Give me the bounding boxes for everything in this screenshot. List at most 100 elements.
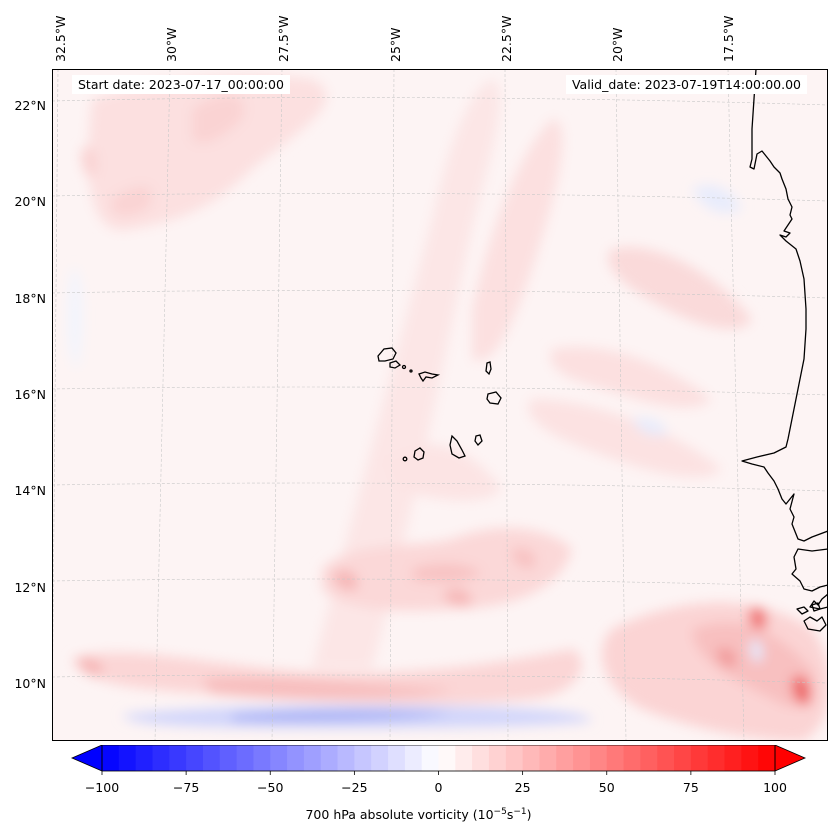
gridline-lat [52, 482, 828, 492]
vorticity-patch [202, 677, 452, 699]
lon-label: 17.5°W [721, 15, 736, 62]
gridline-lat [52, 674, 828, 684]
colorbar-segment [320, 745, 339, 771]
colorbar-segments [102, 745, 776, 771]
colorbar-segment [219, 745, 238, 771]
colorbar-segment [640, 745, 658, 771]
vorticity-patch [442, 588, 472, 606]
colorbar-segment [674, 745, 692, 771]
colorbar-tick-label: 75 [682, 780, 699, 795]
colorbar-tick-label: −100 [84, 780, 120, 795]
vorticity-patch [632, 417, 667, 436]
colorbar-segment [202, 745, 221, 771]
island-sao-nicolau [418, 371, 441, 383]
colorbar-tick-label: 50 [598, 780, 615, 795]
colorbar-segment [623, 745, 641, 771]
gridline-lon [615, 69, 627, 741]
lon-label: 27.5°W [276, 15, 291, 62]
colorbar-segment [186, 745, 204, 771]
colorbar-segment [539, 745, 557, 771]
gridline-lat [52, 386, 828, 396]
coastlines [741, 69, 828, 632]
colorbar-segment [606, 745, 625, 771]
vorticity-patch [81, 146, 98, 179]
vorticity-patch [511, 548, 536, 569]
island-raso [409, 369, 413, 373]
colorbar-label-exp: −5 [493, 807, 507, 817]
vorticity-patch [528, 399, 722, 478]
colorbar-segment [758, 745, 776, 771]
vorticity-patch [412, 563, 482, 583]
colorbar [70, 745, 807, 775]
colorbar-label: 700 hPa absolute vorticity (10−5s−1) [0, 807, 837, 822]
island-brava [402, 456, 408, 462]
vorticity-patch [791, 675, 811, 706]
colorbar-segment [421, 745, 439, 771]
lat-label: 20°N [14, 194, 46, 209]
island-santiago [449, 434, 466, 459]
colorbar-segment [488, 745, 507, 771]
island-sao-vicente [389, 360, 402, 369]
lat-label: 22°N [14, 98, 46, 113]
vorticity-patch [692, 185, 742, 213]
colorbar-segment [354, 745, 372, 771]
vorticity-patch [77, 657, 103, 675]
colorbar-tick-label: 100 [763, 780, 787, 795]
colorbar-segment [724, 745, 742, 771]
colorbar-segment [270, 745, 288, 771]
guinea-islands [796, 602, 821, 615]
colorbar-segment [287, 745, 305, 771]
vorticity-patch [748, 607, 767, 630]
colorbar-segment [589, 745, 608, 771]
colorbar-tick-label: −25 [341, 780, 368, 795]
colorbar-label-text: 700 hPa absolute vorticity (10 [305, 807, 494, 823]
colorbar-segment [573, 745, 591, 771]
colorbar-segment [102, 745, 120, 771]
lon-label: 22.5°W [499, 15, 514, 62]
vorticity-patch [192, 95, 244, 143]
colorbar-label-end: ) [526, 807, 532, 823]
vorticity-patch [72, 649, 582, 705]
colorbar-segment [741, 745, 759, 771]
colorbar-segment [169, 745, 187, 771]
vorticity-patch [111, 186, 153, 216]
lat-label: 16°N [14, 387, 46, 402]
gridline-lat [52, 192, 828, 202]
lon-label: 32.5°W [53, 15, 68, 62]
colorbar-extend-max [774, 745, 807, 772]
colorbar-extend-min [70, 745, 103, 772]
vorticity-patch [550, 347, 712, 408]
cape-verde-islands [377, 347, 502, 462]
island-fogo [413, 447, 425, 461]
lat-label: 12°N [14, 580, 46, 595]
colorbar-tick-label: 0 [434, 780, 443, 795]
colorbar-segment [438, 745, 456, 771]
colorbar-segment [690, 745, 709, 771]
colorbar-tick-label: −50 [257, 780, 284, 795]
lat-label: 14°N [14, 483, 46, 498]
vorticity-patch [67, 268, 83, 369]
vorticity-patch [332, 569, 358, 591]
colorbar-segment [337, 745, 355, 771]
vorticity-patch [716, 647, 737, 668]
lon-label: 20°W [610, 27, 625, 62]
colorbar-tick-label: 25 [514, 780, 531, 795]
colorbar-label-unit: s [506, 807, 514, 823]
colorbar-segment [388, 745, 406, 771]
colorbar-segment [707, 745, 726, 771]
gridline-lon [154, 69, 171, 741]
island-santa-luzia [401, 364, 407, 370]
colorbar-segment [236, 745, 254, 771]
gridline-lon [504, 69, 509, 741]
gridline-lat [52, 578, 828, 588]
map-frame [52, 69, 828, 741]
gridline-lat [52, 97, 828, 106]
island-boa-vista [486, 391, 502, 405]
colorbar-segment [152, 745, 170, 771]
vorticity-patch [382, 444, 502, 501]
lat-label: 10°N [14, 676, 46, 691]
vorticity-patch [608, 247, 752, 329]
colorbar-segment [135, 745, 153, 771]
vorticity-map [52, 69, 828, 741]
